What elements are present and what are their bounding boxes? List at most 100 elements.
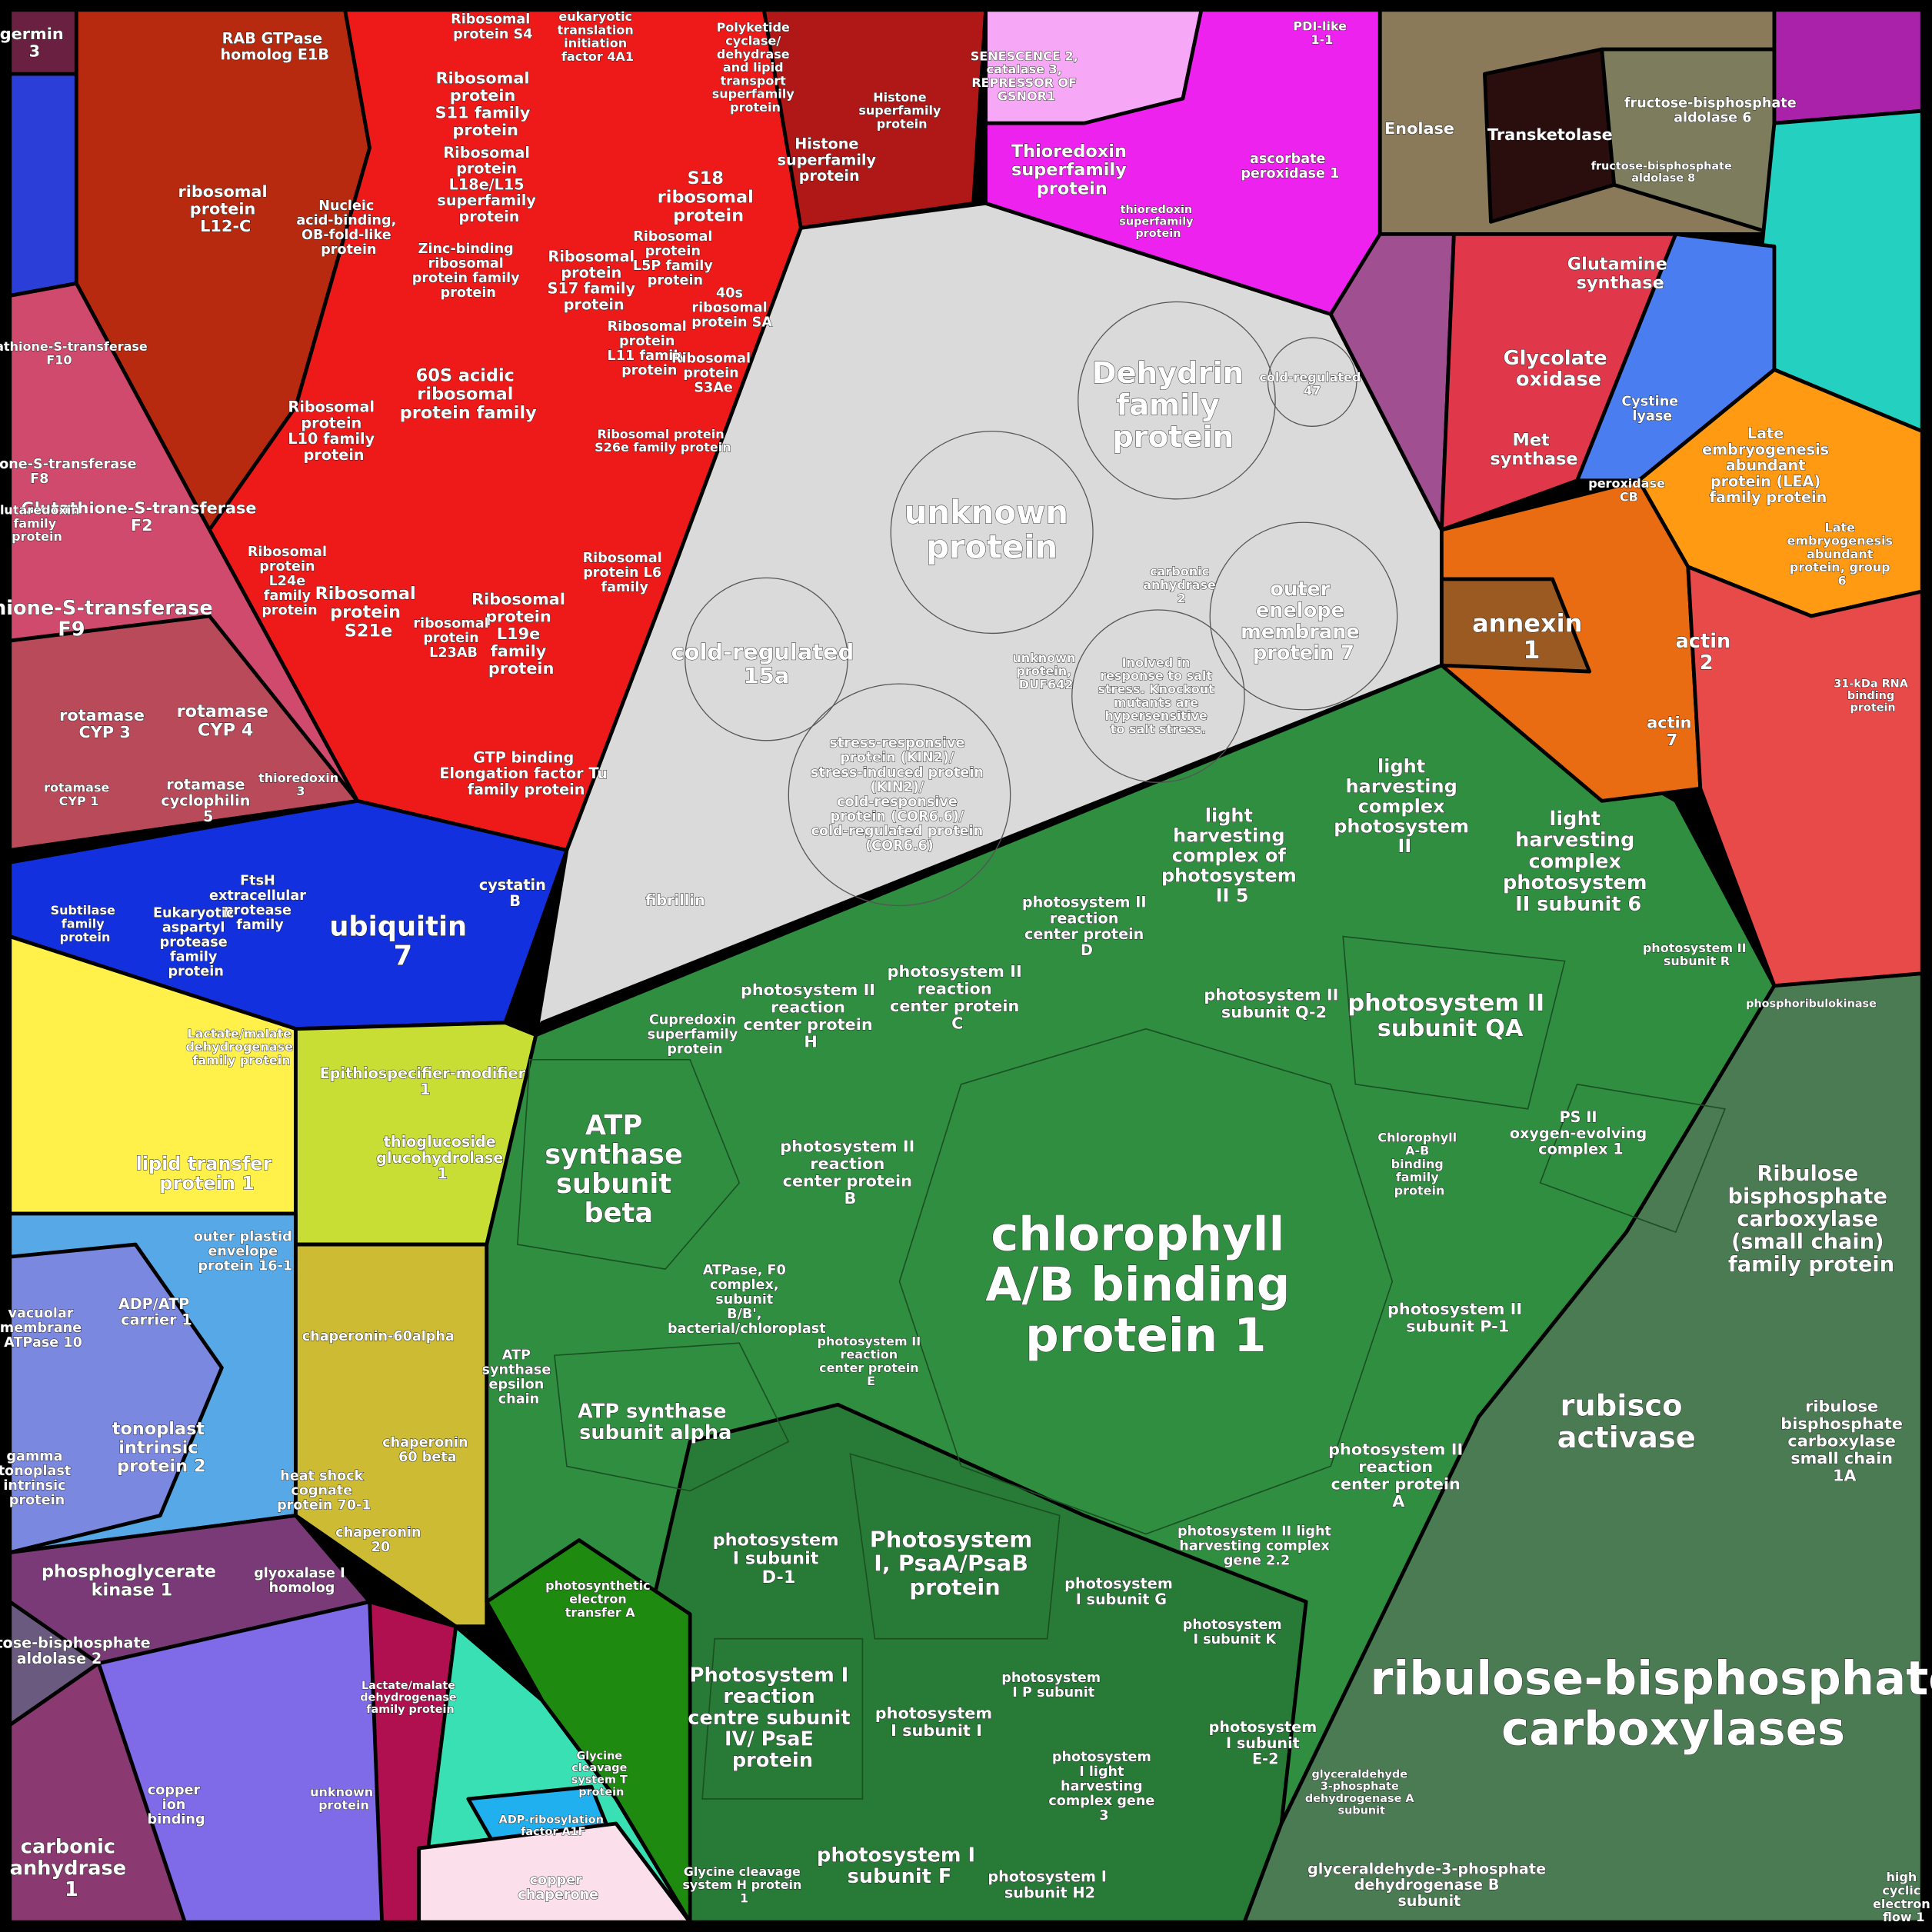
region-label: heat shock cognate protein 70-1 [277,1468,371,1513]
region [1686,565,1924,988]
region-label: Met synthase [1490,430,1577,468]
region [8,72,78,298]
region-label: Ribosomal protein S26e family protein [595,426,731,454]
cell [1342,935,1566,1110]
region-label: Cystine lyase [1621,394,1683,424]
region-label: Glutaredoxin family protein [0,502,84,544]
cell [1209,521,1398,711]
region [294,1242,489,1629]
region-label: light harvesting complex photosystem II [1334,755,1475,857]
region-label: photosystem II light harvesting complex … [1178,1524,1336,1569]
region-label: stress-responsive protein (KIN2)/ stress… [811,736,988,854]
region [984,8,1204,125]
region-label: ascorbate peroxidase 1 [1241,152,1339,182]
region-label: Photosystem I, PsaA/PsaB protein [870,1526,1041,1600]
region-label: photosystem II reaction center protein D [1022,893,1151,958]
region-label: photosystem II subunit P-1 [1387,1300,1527,1335]
region-label: Ribosomal protein S21e [315,583,421,640]
region-label: fructose-bisphosphate aldolase 2 [0,1634,155,1667]
region-label: actin 2 [1675,630,1737,675]
region-label: Ribosomal protein S3Ae [671,351,755,395]
region-label: 60S acidic ribosomal protein family [400,365,537,422]
cell [1267,337,1357,427]
region-label: 31-kDa RNA binding protein [1834,678,1912,715]
region-label: ribosomal protein L23AB [413,616,493,661]
region-label: ADP-ribosylation factor A1F [499,1814,608,1838]
region-label: Subtilase family protein [51,903,120,944]
region-label: Ribosomal protein L11 family protein [608,319,691,378]
region-label: ribulose-bisphosphate carboxylases [1370,1651,1932,1757]
region-label: Ribosomal protein L5P family protein [633,229,718,288]
region-label: Glutathione-S-transferase F8 [0,457,142,487]
region-label: Glutathione-S-transferase F10 [0,339,152,367]
region [8,1242,224,1554]
region-label: photosystem I subunit H2 [988,1867,1111,1901]
region-label: Ribosomal protein L19e family protein [471,590,571,678]
region-label: Glutamine synthase [1567,254,1674,292]
region-label: photosystem I P subunit [1001,1671,1105,1700]
cell [898,1028,1394,1535]
region-label: Transketolase [1487,125,1613,144]
cell-outlines [517,301,1726,1800]
region-label: gamma tonoplast intrinsic protein [0,1449,75,1508]
region-label: Ribosomal protein L6 family [583,551,667,595]
region-label: light harvesting complex photosystem II … [1503,808,1654,916]
region-label: PS II oxygen-evolving complex 1 [1510,1108,1652,1158]
region-label: glyceraldehyde 3-phosphate dehydrogenase… [1305,1769,1418,1817]
region-label: Ribosomal protein L24e family protein [248,545,331,618]
region-label: photosystem I light harvesting complex g… [1048,1750,1159,1824]
region-label: tonoplast intrinsic protein 2 [112,1419,211,1476]
region-label: photosystem II reaction center protein B [780,1137,920,1207]
cell [849,1453,1061,1640]
region-label: ubiquitin 7 [329,911,476,972]
region-label: fructose-bisphosphate aldolase 8 [1591,160,1736,185]
region [1439,577,1592,674]
region-label: ATP synthase epsilon chain [482,1348,556,1407]
region-label: unknown protein [904,494,1080,566]
region-label: rotamase CYP 4 [177,701,275,740]
region-label: Ribosomal protein L18e/L15 superfamily p… [437,143,541,225]
region-label: SENESCENCE 2, catalase 3, REPRESSOR OF G… [971,48,1083,103]
region-label: chlorophyll A/B binding protein 1 [985,1207,1306,1363]
region [1242,971,1924,1924]
cell [1071,609,1245,783]
region-label: Ribulose bisphosphate carboxylase (small… [1728,1162,1895,1277]
region-label: unknown protein [310,1784,378,1812]
region-label: Glycine cleavage system T protein [571,1750,631,1799]
region-label: photosystem II subunit R [1643,940,1750,968]
region-label: photosystem I subunit K [1183,1617,1287,1647]
region-label: Ribosomal protein L10 family protein [288,398,379,463]
region-label: photosystem II subunit QA [1347,990,1553,1042]
region-label: copper chaperone [518,1873,598,1903]
region-label: ribulose bisphosphate carboxylase small … [1780,1397,1908,1484]
region-label: Glycolate oxidase [1504,347,1614,391]
region-label: outer enelope membrane protein 7 [1241,578,1367,665]
region-label: rotamase CYP 3 [59,706,150,741]
region [8,1661,187,1924]
region-label: GTP binding Elongation factor Tu family … [439,748,612,798]
region-label: ATPase, F0 complex, subunit B/B', bacter… [668,1263,826,1337]
region-label: PDI-like 1-1 [1293,18,1351,46]
region-label: Glycine cleavage system H protein 1 [682,1864,806,1905]
cell [517,1058,741,1270]
region-label: glyoxalase I homolog [254,1566,350,1596]
region-label: rubisco activase [1557,1388,1696,1455]
region-label: Polyketide cyclase/ dehydrase and lipid … [712,20,799,115]
region-label: light harvesting complex of photosystem … [1161,805,1303,907]
region-label: Zinc-binding ribosomal protein family pr… [412,242,525,301]
region-label: phosphoglycerate kinase 1 [42,1561,222,1600]
region-label: lipid transfer protein 1 [135,1153,278,1194]
region-label: photosystem II reaction center protein C [888,962,1028,1032]
cell [554,1342,790,1492]
labels: chlorophyll A/B binding protein 1 ribulos… [0,8,1932,1924]
region-label: Histone superfamily protein [778,135,881,185]
region [485,1538,692,1924]
region-label: Ribosomal protein S17 family protein [548,248,641,313]
region-label: FtsH extracellular protease family [209,874,311,933]
region-label: Lactate/malate dehydrogenase family prot… [360,1680,460,1716]
region-label: photosystem II reaction center protein E [817,1334,924,1388]
region-label: RAB GTPase homolog E1B [220,29,329,63]
region-label: vacuolar membrane ATPase 10 [0,1306,86,1351]
region-label: Chlorophyll A-B binding family protein [1377,1130,1461,1198]
